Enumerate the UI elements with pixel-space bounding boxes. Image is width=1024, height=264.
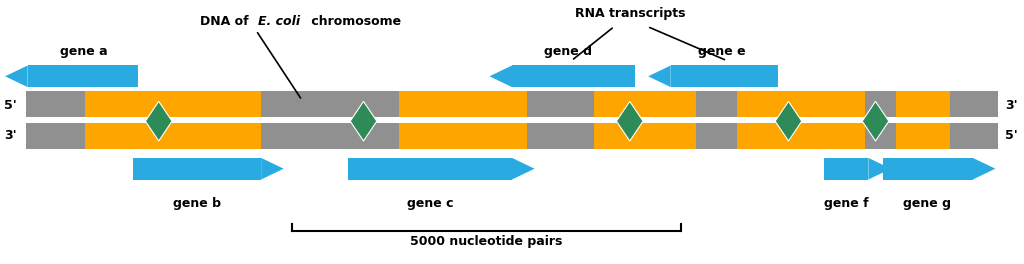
Text: gene e: gene e [698,45,745,58]
Bar [348,158,512,180]
Bar [671,65,778,87]
Text: gene f: gene f [823,197,868,210]
Polygon shape [648,65,671,87]
Text: RNA transcripts: RNA transcripts [574,7,685,20]
Text: gene c: gene c [407,197,454,210]
Bar [261,123,399,149]
Bar [26,91,998,117]
Polygon shape [489,65,512,87]
Text: DNA of: DNA of [200,15,253,28]
Text: 5000 nucleotide pairs: 5000 nucleotide pairs [411,235,562,248]
Bar [527,123,594,149]
Text: 3': 3' [4,129,16,142]
Text: chromosome: chromosome [307,15,401,28]
Polygon shape [5,65,28,87]
Bar [26,123,85,149]
Polygon shape [862,101,889,141]
Bar [950,123,998,149]
Bar [950,91,998,117]
Polygon shape [350,101,377,141]
Polygon shape [775,101,802,141]
Bar [865,91,896,117]
Text: 5': 5' [1006,129,1018,142]
Text: gene g: gene g [903,197,950,210]
Polygon shape [261,158,284,180]
Polygon shape [868,158,891,180]
Text: 3': 3' [1006,98,1018,112]
Text: E. coli: E. coli [258,15,300,28]
Bar [883,158,973,180]
Text: gene d: gene d [545,45,592,58]
Bar [261,91,399,117]
Bar [26,91,85,117]
Bar [26,120,998,123]
Bar [865,123,896,149]
Polygon shape [512,158,535,180]
Bar [824,158,868,180]
Polygon shape [145,101,172,141]
Bar [133,158,261,180]
Text: 5': 5' [4,98,16,112]
Bar [696,91,737,117]
Text: gene a: gene a [60,45,108,58]
Bar [28,65,138,87]
Bar [512,65,635,87]
Polygon shape [973,158,995,180]
Polygon shape [616,101,643,141]
Bar [26,123,998,149]
Bar [696,123,737,149]
Bar [527,91,594,117]
Text: gene b: gene b [173,197,220,210]
